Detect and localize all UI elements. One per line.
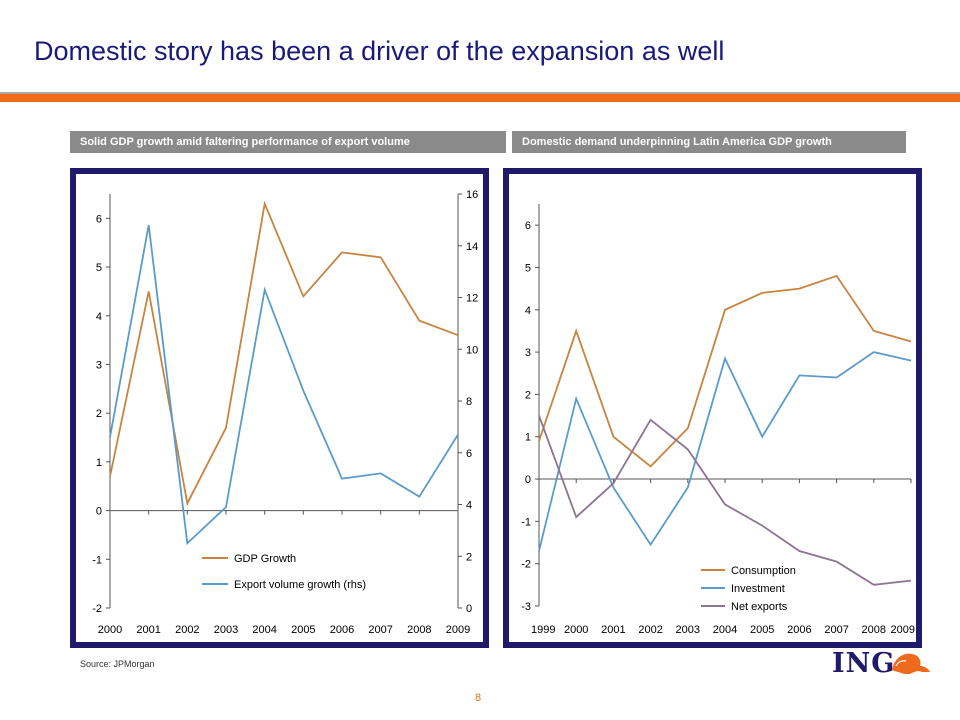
x-tick-label: 2006 [787,624,811,636]
legend-label: Export volume growth (rhs) [234,579,366,591]
right-y-tick-label: 6 [466,448,472,460]
x-tick-label: 2007 [824,624,848,636]
header-divider-orange [0,94,960,102]
ing-logo-text: ING [832,648,896,679]
y-tick-label: 1 [525,432,531,444]
x-tick-label: 2005 [750,624,774,636]
y-tick-label: 6 [525,220,531,232]
x-tick-label: 2005 [291,624,315,636]
right-y-tick-label: 16 [466,189,478,201]
right-y-tick-label: 12 [466,293,478,305]
x-tick-label: 2009 [446,624,470,636]
left-y-tick-label: -1 [92,554,102,566]
y-tick-label: 4 [525,305,531,317]
x-tick-label: 2003 [214,624,238,636]
y-tick-label: -2 [521,559,531,571]
left-y-tick-label: 6 [96,213,102,225]
x-tick-label: 2008 [407,624,431,636]
page-number: 8 [475,692,482,704]
x-tick-label: 2001 [136,624,160,636]
left-y-tick-label: -2 [92,603,102,615]
series-line-gdp-growth [109,200,459,507]
right-y-tick-label: 14 [466,241,478,253]
y-tick-label: 3 [525,347,531,359]
domestic-demand-chart: -3 -2 -1 0 1 2 3 4 5 6 1999 2000 2001 2002 2003 2004 200… [521,204,915,636]
right-chart-header: Domestic demand underpinning Latin Ameri… [512,131,906,153]
y-tick-label: 2 [525,389,531,401]
right-y-tick-label: 4 [466,500,472,512]
legend-label: Consumption [731,565,796,577]
right-y-tick-label: 10 [466,344,478,356]
left-y-tick-label: 2 [96,408,102,420]
y-tick-label: -1 [521,516,531,528]
left-chart-header: Solid GDP growth amid faltering performa… [70,131,506,153]
x-tick-label: 2002 [638,624,662,636]
x-tick-label: 2009 [891,624,915,636]
x-tick-label: 2000 [564,624,588,636]
series-line-investment [538,351,912,552]
source-note: Source: JPMorgan [80,659,155,669]
series-line-consumption [538,274,912,468]
left-chart-frame: -2 -1 0 1 2 3 4 5 6 0 2 4 6 8 10 12 14 16 2000 2001 2002 2003… [70,168,489,648]
x-tick-label: 2004 [713,624,737,636]
x-tick-label: 2003 [676,624,700,636]
legend-label: Net exports [731,601,788,613]
lion-icon [892,653,930,674]
x-tick-label: 2004 [252,624,276,636]
right-y-tick-label: 2 [466,551,472,563]
y-tick-label: 5 [525,262,531,274]
y-tick-label: -3 [521,601,531,613]
legend-label: GDP Growth [234,553,296,565]
series-line-export-volume-growth-rhs- [109,224,459,546]
left-y-tick-label: 5 [96,262,102,274]
left-y-tick-label: 0 [96,506,102,518]
series-line-net-exports [538,415,912,586]
x-tick-label: 2008 [862,624,886,636]
y-tick-label: 0 [525,474,531,486]
x-tick-label: 2002 [175,624,199,636]
left-y-tick-label: 1 [96,457,102,469]
ing-logo: ING [832,646,932,680]
x-tick-label: 2006 [330,624,354,636]
left-y-tick-label: 4 [96,311,102,323]
right-y-tick-label: 0 [466,603,472,615]
x-tick-label: 2000 [98,624,122,636]
slide-title: Domestic story has been a driver of the … [34,36,725,66]
x-tick-label: 2001 [601,624,625,636]
right-chart-frame: -3 -2 -1 0 1 2 3 4 5 6 1999 2000 2001 2002 2003 2004 200… [503,168,922,648]
x-tick-label: 2007 [368,624,392,636]
legend-label: Investment [731,583,785,595]
left-y-tick-label: 3 [96,359,102,371]
right-y-tick-label: 8 [466,396,472,408]
x-tick-label: 1999 [531,624,555,636]
